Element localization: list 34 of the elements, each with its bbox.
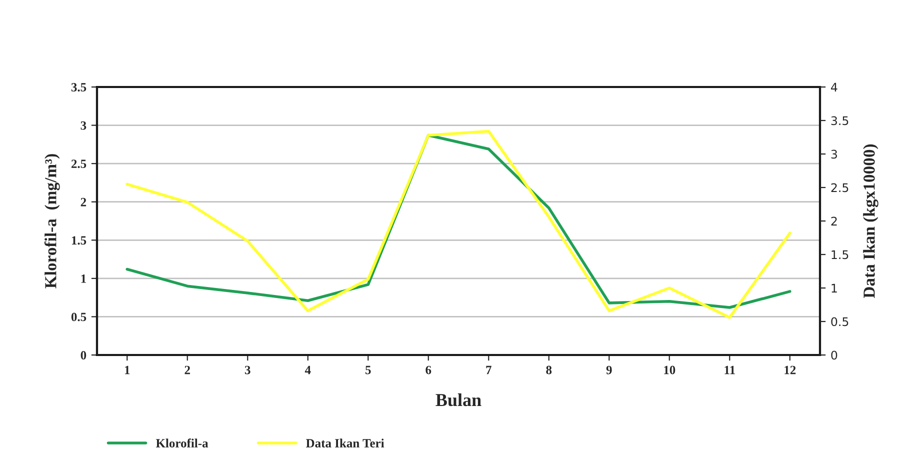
y2-tick-label: 3 [831, 150, 837, 159]
x-tick-label: 11 [724, 366, 735, 374]
y2-tick-label: 3.5 [831, 116, 848, 126]
x-tick-label: 10 [664, 366, 676, 374]
y2-axis-title: Data Ikan (kgx10000) [863, 144, 878, 298]
x-tick-label: 12 [784, 366, 796, 374]
y-tick-label: 1.5 [72, 236, 86, 245]
y-tick-label: 0.5 [71, 312, 86, 322]
x-tick-label: 7 [486, 366, 492, 374]
x-tick-label: 9 [606, 366, 612, 374]
x-tick-label: 4 [304, 366, 311, 374]
y2-tick-label: 4 [830, 82, 838, 92]
x-tick-label: 5 [366, 366, 371, 374]
x-tick-label: 1 [125, 366, 130, 374]
y2-tick-label: 0.5 [831, 317, 848, 326]
x-tick-label: 8 [546, 366, 552, 374]
y2-tick-label: 2.5 [831, 183, 848, 192]
legend-label: Klorofil-a [156, 438, 208, 448]
y2-tick-label: 1 [832, 284, 837, 292]
y-tick-label: 0 [80, 351, 86, 360]
y-tick-label: 3 [80, 121, 86, 130]
y2-tick-label: 0 [831, 350, 838, 360]
x-tick-label: 2 [184, 366, 190, 374]
y-tick-label: 2 [80, 198, 86, 206]
x-tick-label: 6 [426, 366, 432, 374]
y-tick-label: 2.5 [71, 160, 86, 168]
x-tick-label: 3 [244, 366, 250, 374]
y-tick-label: 1 [81, 274, 86, 283]
y-tick-label: 3.5 [71, 83, 86, 92]
y2-tick-label: 2 [831, 216, 837, 226]
legend-label: Data Ikan Teri [306, 438, 384, 448]
y2-tick-label: 1.5 [832, 250, 848, 260]
y-axis-title: Klorofil-a (mg/m³) [44, 154, 60, 288]
x-axis-title: Bulan [436, 393, 482, 406]
